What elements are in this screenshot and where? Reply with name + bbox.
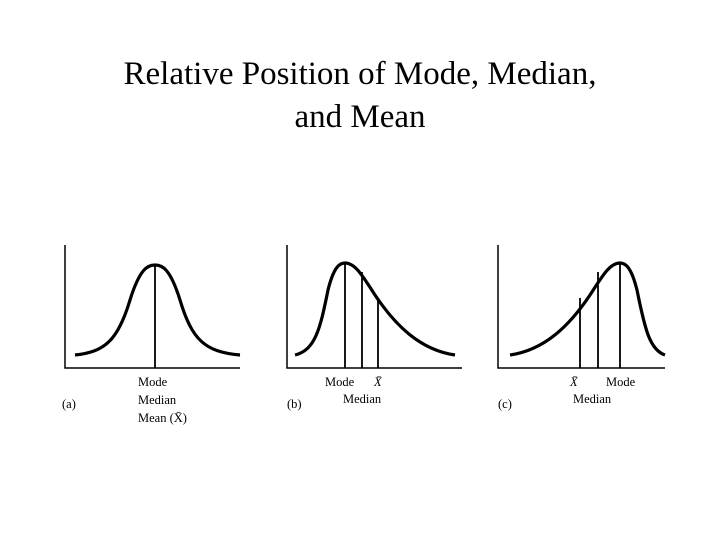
label: Mean (X̄) [138,411,187,425]
axes [64,245,240,369]
label: Mode [606,375,636,389]
label: Median [573,392,612,406]
title-line: and Mean [294,99,425,135]
axes [497,245,665,369]
panel-a: (a) Mode Median Mean (X̄) [62,245,241,425]
curve [509,261,666,357]
panel-tag: (b) [287,397,302,411]
axes [286,245,462,369]
title-line: Relative Position of Mode, Median, [124,56,597,92]
curve [294,261,456,357]
label: Median [138,393,177,407]
label: Mode [325,375,355,389]
label: Median [343,392,382,406]
label: X̄ [569,375,579,389]
panel-tag: (c) [498,397,512,411]
panel-b: (b) Mode X̄ Median [286,245,462,411]
label: Mode [138,375,168,389]
curve [74,263,241,357]
panel-tag: (a) [62,397,76,411]
label: X̄ [373,375,383,389]
panel-c: (c) X̄ Mode Median [497,245,666,411]
